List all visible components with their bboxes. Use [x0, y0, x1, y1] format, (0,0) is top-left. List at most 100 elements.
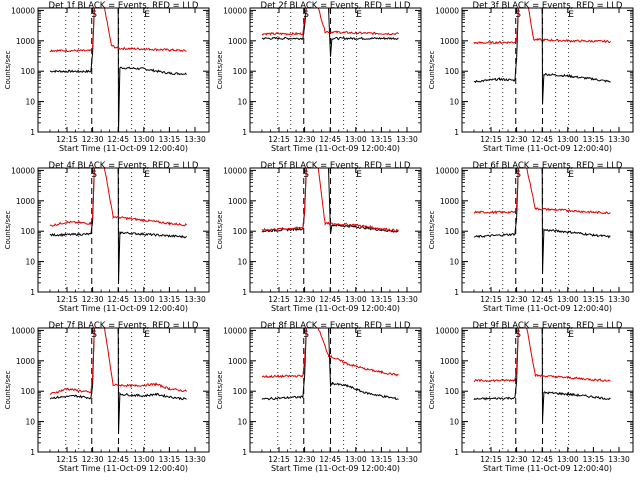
y-tick-label: 1000: [440, 357, 459, 366]
series-group: [261, 328, 399, 401]
y-tick-label: 1: [30, 128, 35, 137]
series-line-events: [473, 8, 611, 105]
y-tick-label: 100: [445, 227, 460, 236]
marker-e: E: [568, 330, 574, 340]
y-tick-label: 1000: [228, 37, 247, 46]
x-tick-label: 13:15: [583, 455, 605, 464]
y-tick-label: 10: [25, 98, 35, 107]
series-line-lld: [473, 328, 611, 383]
x-tick-label: 12:15: [480, 295, 502, 304]
y-tick-label: 1: [242, 288, 247, 297]
y-axis-label: Counts/sec: [428, 211, 436, 250]
x-tick-label: 13:00: [557, 455, 579, 464]
x-tick-label: 13:30: [396, 455, 418, 464]
x-axis-label: Start Time (11-Oct-09 12:00:40): [59, 144, 188, 153]
y-tick-label: 1: [30, 288, 35, 297]
y-tick-label: 1000: [228, 197, 247, 206]
plot-frame: [461, 327, 634, 453]
plot-frame: [37, 7, 210, 133]
y-tick-label: 10: [449, 258, 459, 267]
x-tick-label: 12:45: [107, 135, 129, 144]
y-tick-label: 10000: [435, 326, 459, 335]
marker-e: E: [144, 10, 150, 20]
x-tick-label: 12:15: [480, 455, 502, 464]
series-group: [261, 8, 399, 57]
x-axis-label: Start Time (11-Oct-09 12:00:40): [271, 304, 400, 313]
y-tick-label: 10000: [223, 326, 247, 335]
y-tick-label: 1000: [440, 37, 459, 46]
y-axis-label: Counts/sec: [216, 211, 224, 250]
x-tick-label: 12:30: [294, 135, 316, 144]
x-tick-label: 12:15: [268, 135, 290, 144]
y-tick-label: 1000: [16, 197, 35, 206]
panel-title: Det 5f BLACK = Events, RED = LLD: [261, 161, 411, 171]
series-line-events: [49, 168, 187, 283]
series-line-events: [473, 168, 611, 274]
panel-title: Det 1f BLACK = Events, RED = LLD: [49, 1, 199, 11]
x-tick-label: 13:15: [159, 295, 181, 304]
marker-e: E: [356, 10, 362, 20]
x-tick-label: 13:00: [133, 135, 155, 144]
x-tick-label: 12:30: [506, 455, 528, 464]
marker-e: E: [356, 170, 362, 180]
y-tick-label: 100: [233, 387, 248, 396]
x-axis-label: Start Time (11-Oct-09 12:00:40): [59, 304, 188, 313]
x-tick-label: 13:15: [371, 295, 393, 304]
x-tick-label: 12:30: [294, 455, 316, 464]
series-group: [473, 8, 611, 105]
series-line-lld: [49, 328, 187, 395]
series-line-events: [261, 8, 399, 57]
y-tick-label: 100: [445, 387, 460, 396]
panel-title: Det 9f BLACK = Events, RED = LLD: [473, 321, 623, 331]
marker-s: S: [515, 330, 521, 340]
plot-frame: [37, 327, 210, 453]
y-tick-label: 1000: [16, 357, 35, 366]
x-tick-label: 12:45: [107, 455, 129, 464]
y-tick-label: 10000: [11, 166, 35, 175]
marker-e: E: [356, 330, 362, 340]
y-tick-label: 1: [242, 128, 247, 137]
marker-e: E: [568, 10, 574, 20]
series-line-lld: [49, 8, 187, 53]
series-line-lld: [473, 168, 611, 215]
x-tick-label: 13:15: [583, 295, 605, 304]
y-tick-label: 1: [30, 448, 35, 457]
series-line-lld: [49, 168, 187, 227]
y-tick-label: 1000: [440, 197, 459, 206]
marker-e: E: [568, 170, 574, 180]
series-line-events: [49, 328, 187, 434]
x-tick-label: 13:15: [159, 455, 181, 464]
x-tick-label: 13:00: [133, 295, 155, 304]
y-tick-label: 10: [237, 418, 247, 427]
y-tick-label: 10000: [11, 6, 35, 15]
series-line-events: [49, 8, 187, 132]
x-tick-label: 12:15: [268, 295, 290, 304]
marker-s: S: [515, 170, 521, 180]
y-tick-label: 100: [21, 67, 36, 76]
panel-title: Det 8f BLACK = Events, RED = LLD: [261, 321, 411, 331]
marker-e: E: [144, 170, 150, 180]
x-tick-label: 12:45: [319, 135, 341, 144]
series-group: [49, 168, 187, 283]
y-tick-label: 1: [242, 448, 247, 457]
x-axis-label: Start Time (11-Oct-09 12:00:40): [271, 464, 400, 473]
y-tick-label: 1000: [16, 37, 35, 46]
marker-s: S: [303, 170, 309, 180]
x-axis-label: Start Time (11-Oct-09 12:00:40): [483, 304, 612, 313]
y-axis-label: Counts/sec: [4, 211, 12, 250]
plot-frame: [461, 167, 634, 293]
marker-s: S: [303, 330, 309, 340]
panel-title: Det 3f BLACK = Events, RED = LLD: [473, 1, 623, 11]
y-tick-label: 1: [454, 288, 459, 297]
x-tick-label: 13:30: [396, 295, 418, 304]
x-tick-label: 12:15: [56, 295, 78, 304]
x-tick-label: 12:15: [56, 455, 78, 464]
